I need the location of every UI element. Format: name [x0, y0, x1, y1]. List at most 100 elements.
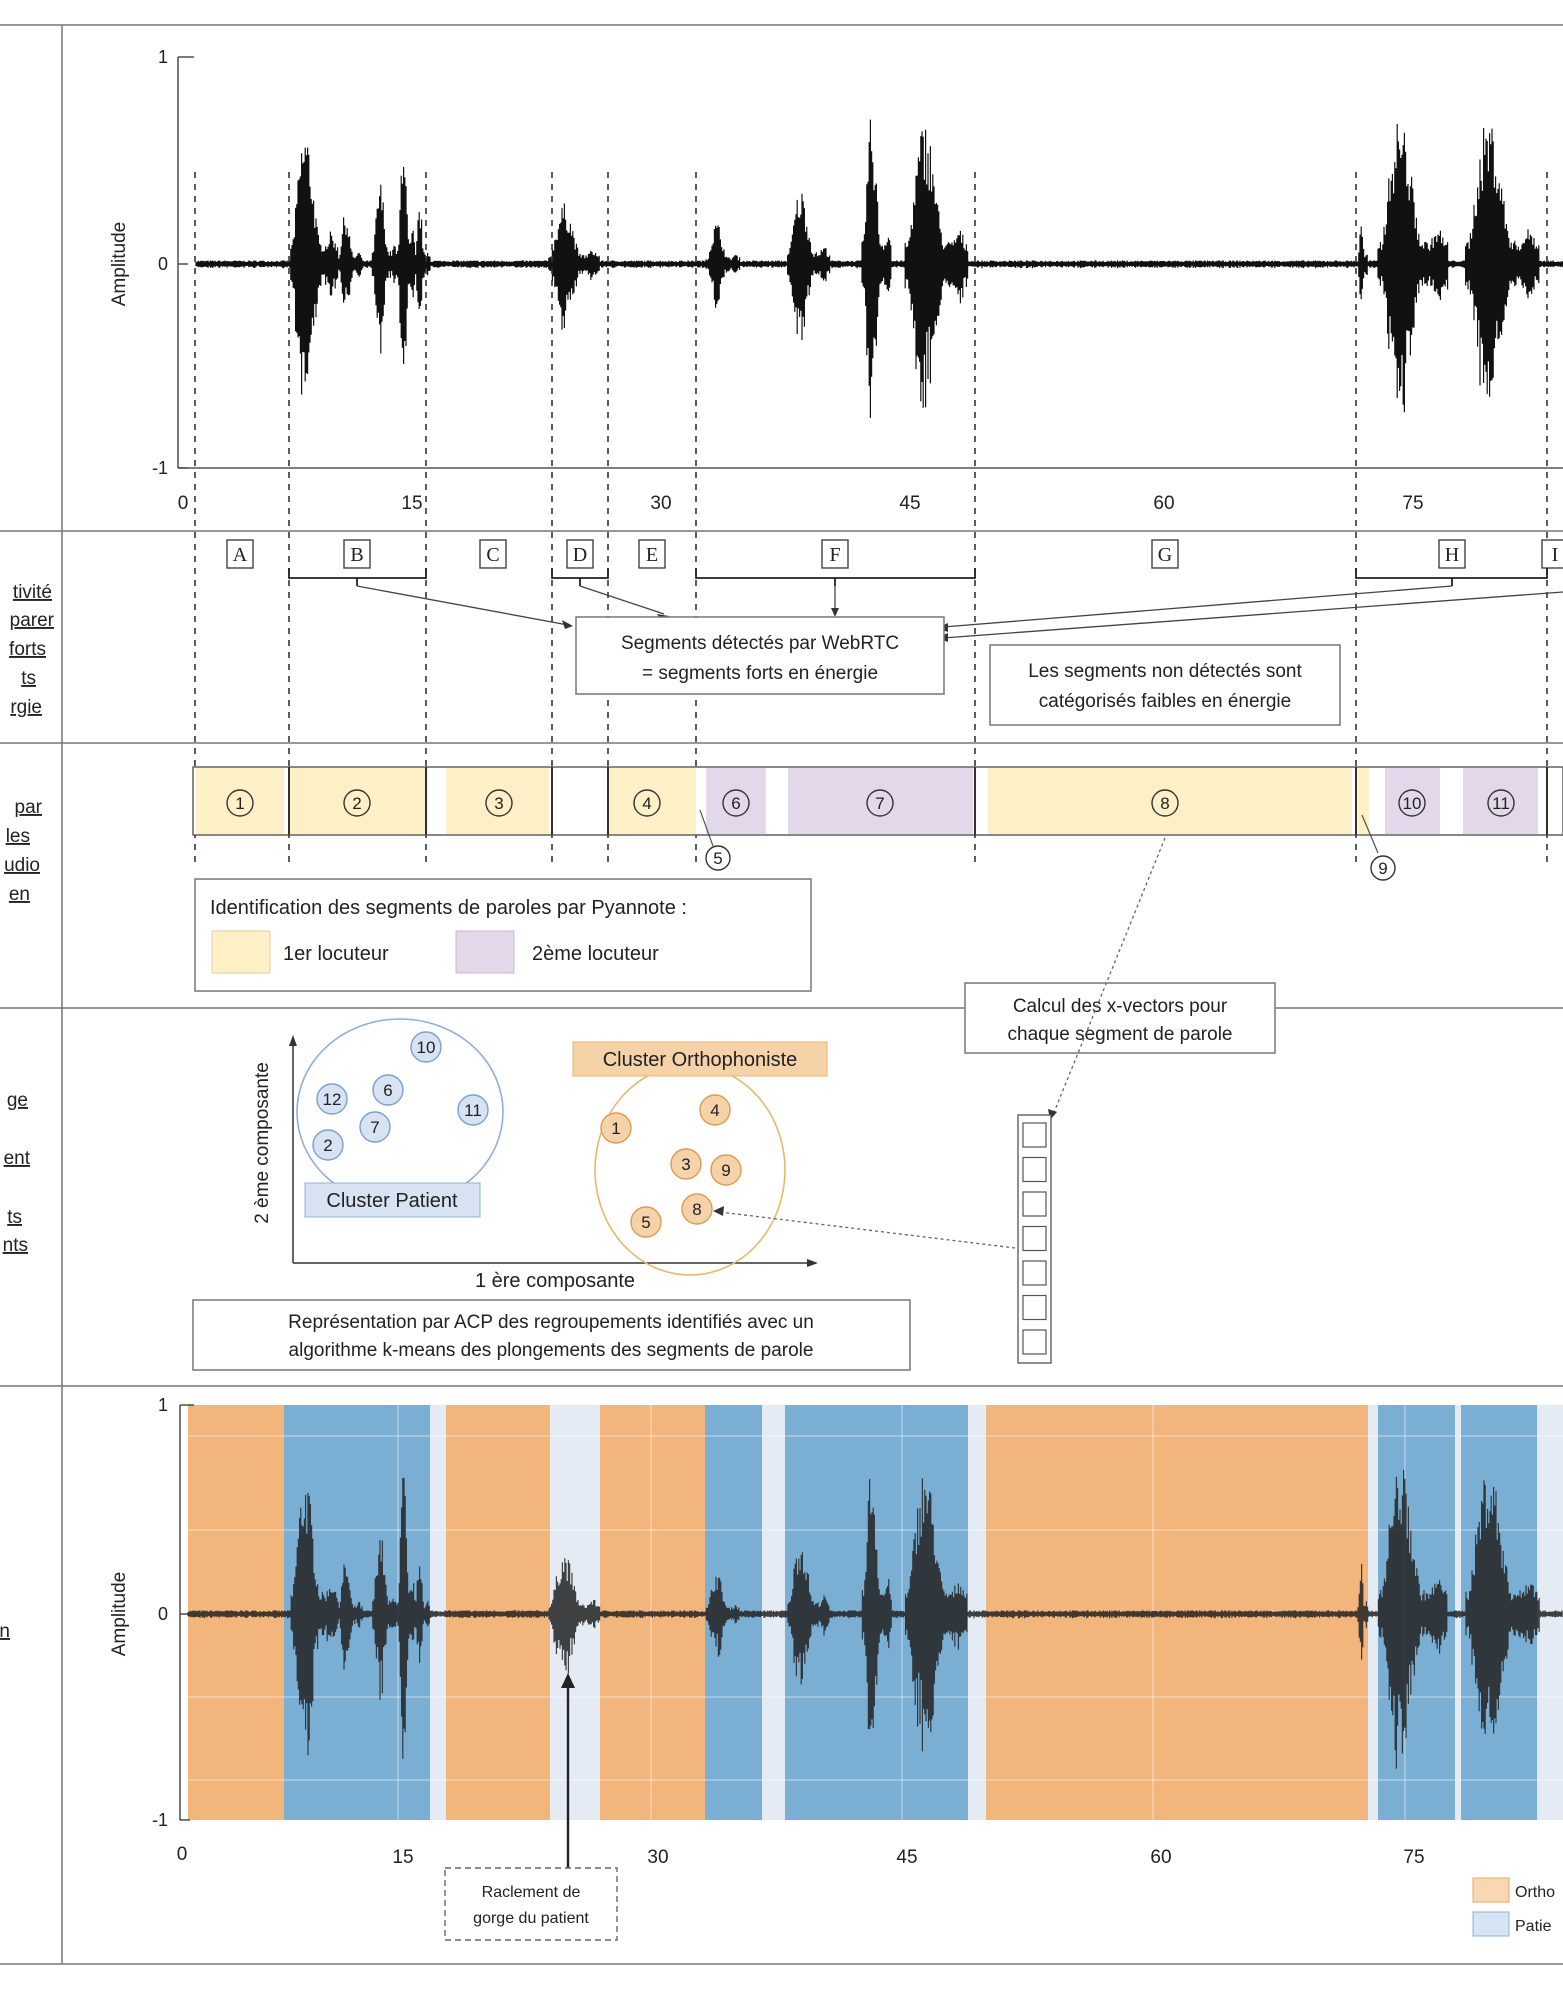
segment-number-circle — [485, 789, 513, 817]
vad-letter: B — [350, 544, 363, 566]
left-label-clu-4: nts — [3, 1235, 28, 1256]
left-label-vad-1: tivité — [13, 582, 52, 603]
bottom-xtick: 15 — [392, 1847, 413, 1868]
segment-number-circle — [633, 789, 661, 817]
xvector-cell — [1022, 1122, 1047, 1148]
pca-caption-line1: Représentation par ACP des regroupements… — [288, 1312, 814, 1333]
legend-speaker1-label: 1er locuteur — [283, 943, 389, 965]
pyannote-segment — [608, 768, 696, 834]
ortho-point-label: 4 — [710, 1101, 719, 1120]
xvector-box — [964, 982, 1276, 1054]
patient-point — [312, 1129, 344, 1161]
bottom-ylabel: Amplitude — [109, 1572, 130, 1657]
ortho-point-label: 5 — [641, 1213, 650, 1232]
vad-letter-box — [1438, 539, 1466, 569]
xvector-stack — [1017, 1114, 1052, 1364]
pyannote-segment — [788, 768, 973, 834]
weak-energy-line2: catégorisés faibles en énergie — [1039, 691, 1291, 712]
bottom-xtick: 30 — [647, 1847, 668, 1868]
bottom-ytick-1: 1 — [158, 1395, 168, 1415]
bottom-waveform-panel: 1 0 -1 Amplitude 0 15 30 45 60 75 Raclem… — [109, 1395, 1563, 1941]
ortho-point-label: 3 — [681, 1155, 690, 1174]
left-label-pya-4: en — [9, 884, 30, 905]
vad-letter-box — [1151, 539, 1179, 569]
vad-letter: G — [1158, 544, 1172, 566]
clustering-panel: Calcul des x-vectors pour chaque segment… — [192, 837, 1276, 1371]
xvector-line2: chaque segment de parole — [1008, 1024, 1233, 1045]
weak-energy-line1: Les segments non détectés sont — [1028, 661, 1302, 682]
top-ytick-1: 1 — [158, 47, 168, 67]
segment-number: 2 — [352, 794, 361, 813]
top-ylabel: Amplitude — [109, 222, 130, 307]
segment-number-circle — [226, 789, 254, 817]
annotation-line2: gorge du patient — [473, 1910, 589, 1927]
top-xtick: 45 — [899, 493, 920, 514]
top-axes — [177, 56, 1563, 469]
left-label-vad-3: forts — [9, 639, 46, 660]
legend-ortho-label: Ortho — [1515, 1884, 1555, 1901]
legend-patient-swatch — [1472, 1911, 1510, 1937]
segment-number: 4 — [642, 794, 651, 813]
segment-number: 6 — [731, 794, 740, 813]
ortho-point — [699, 1094, 731, 1126]
top-xtick: 30 — [650, 493, 671, 514]
vad-arrows — [356, 585, 1563, 639]
brace-f — [695, 568, 976, 586]
brace-h — [1355, 568, 1548, 586]
patient-point — [372, 1074, 404, 1106]
segment-number-circle — [1398, 789, 1426, 817]
left-label-clu-1: ge — [7, 1090, 28, 1111]
pyannote-segment — [1463, 768, 1538, 834]
pyannote-segment — [290, 768, 428, 834]
bottom-axes — [179, 1404, 194, 1821]
pca-axes — [292, 1042, 812, 1264]
legend-speaker2-swatch — [455, 930, 515, 974]
bottom-xtick: 60 — [1150, 1847, 1171, 1868]
patient-point-label: 2 — [323, 1136, 332, 1155]
vad-letter-boxes: A B C D E F G H I — [226, 539, 1563, 569]
left-label-vad-4: ts — [21, 668, 36, 689]
vad-letter-box — [821, 539, 849, 569]
vad-braces — [288, 568, 1548, 586]
ortho-point — [681, 1193, 713, 1225]
pyannote-segment — [1357, 768, 1369, 834]
legend-speaker2-label: 2ème locuteur — [532, 943, 659, 965]
segment-number: 1 — [235, 794, 244, 813]
segment-number: 3 — [494, 794, 503, 813]
pyannote-legend-title: Identification des segments de paroles p… — [210, 897, 687, 919]
bottom-ytick-0: 0 — [158, 1604, 168, 1624]
top-xtick: 75 — [1402, 493, 1423, 514]
brace-d — [551, 568, 609, 586]
ortho-point-label: 8 — [692, 1200, 701, 1219]
xvector-to-point8-link — [719, 1211, 1016, 1249]
panel-frame — [0, 24, 1563, 1965]
xvector-cell — [1022, 1329, 1047, 1355]
annotation-arrowhead — [561, 1673, 575, 1688]
pca-points: 10 12 6 11 7 2 1 4 3 9 8 5 — [312, 1031, 742, 1238]
left-label-pya-3: udio — [4, 855, 40, 876]
vad-letter: F — [829, 544, 840, 566]
pca-caption-box — [192, 1299, 911, 1371]
top-xtick: 0 — [178, 493, 189, 514]
segment-number-circle — [866, 789, 894, 817]
patient-point-label: 10 — [417, 1038, 436, 1057]
vad-letter-box — [226, 539, 254, 569]
ortho-point — [710, 1154, 742, 1186]
patient-point-label: 7 — [370, 1118, 379, 1137]
pyannote-segment — [446, 768, 549, 834]
top-xticks: 0 15 30 45 60 75 — [178, 493, 1424, 514]
top-xtick: 60 — [1153, 493, 1174, 514]
brace-b — [288, 568, 427, 586]
legend-patient-label: Patie — [1515, 1918, 1552, 1935]
segment-number: 11 — [1492, 794, 1510, 813]
legend-speaker1-swatch — [211, 930, 271, 974]
left-label-pya-2: les — [6, 826, 30, 847]
patient-point-label: 11 — [464, 1101, 482, 1120]
segment-number: 10 — [1403, 794, 1422, 813]
segment-number: 9 — [1378, 859, 1387, 878]
ortho-cluster-label: Cluster Orthophoniste — [603, 1049, 798, 1071]
segment-number-circle — [722, 789, 750, 817]
segment-number-circle — [343, 789, 371, 817]
patient-point — [410, 1031, 442, 1063]
left-label-vad-2: parer — [10, 610, 55, 631]
